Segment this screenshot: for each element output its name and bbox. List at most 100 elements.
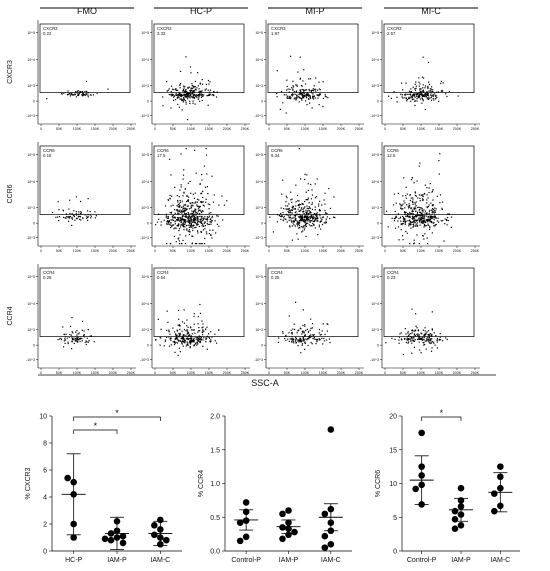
event-dot xyxy=(183,215,185,217)
event-dot xyxy=(175,94,177,96)
row-ylabel: CCR6 xyxy=(7,184,14,203)
event-dot xyxy=(186,332,189,334)
event-dot xyxy=(76,338,78,340)
event-dot xyxy=(305,338,307,340)
event-dot xyxy=(170,93,172,96)
event-dot xyxy=(166,90,168,92)
event-dot xyxy=(177,201,179,203)
event-dot xyxy=(318,339,320,341)
event-dot xyxy=(424,221,426,223)
x-tick-label: 0 xyxy=(384,249,386,253)
event-dot xyxy=(294,93,296,95)
event-dot xyxy=(78,211,80,213)
event-dot xyxy=(280,212,282,215)
event-dot xyxy=(422,217,425,220)
event-dot xyxy=(435,217,437,219)
event-dot xyxy=(395,202,397,204)
event-dot xyxy=(208,336,210,339)
data-point xyxy=(279,524,286,531)
event-dot xyxy=(402,353,405,356)
event-dot xyxy=(71,340,73,343)
event-dot xyxy=(176,89,179,92)
gate-percent: 0.22 xyxy=(43,31,52,36)
data-point xyxy=(279,535,286,543)
x-tick-label: 250K xyxy=(471,127,480,131)
event-dot xyxy=(441,208,443,211)
event-dot xyxy=(74,93,76,95)
event-dot xyxy=(205,218,207,220)
event-dot xyxy=(197,198,199,200)
event-dot xyxy=(77,90,79,92)
event-dot xyxy=(178,223,180,225)
event-dot xyxy=(414,221,416,223)
event-dot xyxy=(404,207,406,209)
event-dot xyxy=(424,343,426,346)
event-dot xyxy=(303,218,306,220)
event-dot xyxy=(178,333,180,335)
event-dot xyxy=(291,336,293,338)
significance-star: * xyxy=(440,408,444,418)
event-dot xyxy=(433,219,435,221)
event-dot xyxy=(71,339,74,341)
event-dot xyxy=(87,92,89,94)
event-dot xyxy=(307,222,309,224)
event-dot xyxy=(445,218,448,221)
y-tick-label: 1.0 xyxy=(210,481,220,488)
event-dot xyxy=(189,341,192,343)
y-tick-label: 20 xyxy=(389,414,397,421)
event-dot xyxy=(413,243,415,245)
event-dot xyxy=(64,336,66,338)
event-dot xyxy=(304,227,306,229)
event-dot xyxy=(177,203,180,206)
event-dot xyxy=(300,207,303,209)
event-dot xyxy=(308,206,310,208)
event-dot xyxy=(405,211,407,214)
x-tick-label: 0 xyxy=(40,371,42,375)
event-dot xyxy=(318,81,320,83)
event-dot xyxy=(203,165,206,167)
event-dot xyxy=(301,344,303,346)
event-dot xyxy=(431,191,433,193)
event-dot xyxy=(177,218,179,220)
event-dot xyxy=(46,98,48,100)
gate-rectangle xyxy=(153,267,245,337)
event-dot xyxy=(421,333,423,335)
event-dot xyxy=(446,224,448,226)
event-dot xyxy=(197,212,199,214)
event-dot xyxy=(418,85,420,87)
event-dot xyxy=(71,92,73,94)
event-dot xyxy=(200,339,202,341)
event-dot xyxy=(205,338,207,340)
event-dot xyxy=(303,210,305,212)
event-dot xyxy=(303,212,305,215)
event-dot xyxy=(404,328,406,330)
event-dot xyxy=(167,321,169,323)
event-dot xyxy=(300,340,303,342)
event-dot xyxy=(439,339,442,341)
data-point xyxy=(151,531,158,539)
event-dot xyxy=(190,220,192,222)
event-dot xyxy=(287,210,289,212)
event-dot xyxy=(178,324,180,326)
event-dot xyxy=(296,220,298,222)
event-dot xyxy=(305,235,307,237)
event-dot xyxy=(187,220,190,222)
event-dot xyxy=(209,204,211,206)
event-dot xyxy=(450,226,452,228)
event-dot xyxy=(402,218,405,220)
event-dot xyxy=(69,212,71,214)
event-dot xyxy=(167,199,170,201)
event-dot xyxy=(410,227,412,229)
event-dot xyxy=(418,334,420,336)
event-dot xyxy=(387,226,389,228)
event-dot xyxy=(406,216,408,218)
event-dot xyxy=(73,214,75,216)
event-dot xyxy=(182,207,184,209)
event-dot xyxy=(320,217,322,219)
event-dot xyxy=(301,99,303,101)
event-dot xyxy=(209,340,211,342)
event-dot xyxy=(291,209,293,212)
event-dot xyxy=(177,94,179,96)
event-dot xyxy=(187,335,189,337)
event-dot xyxy=(422,56,424,58)
